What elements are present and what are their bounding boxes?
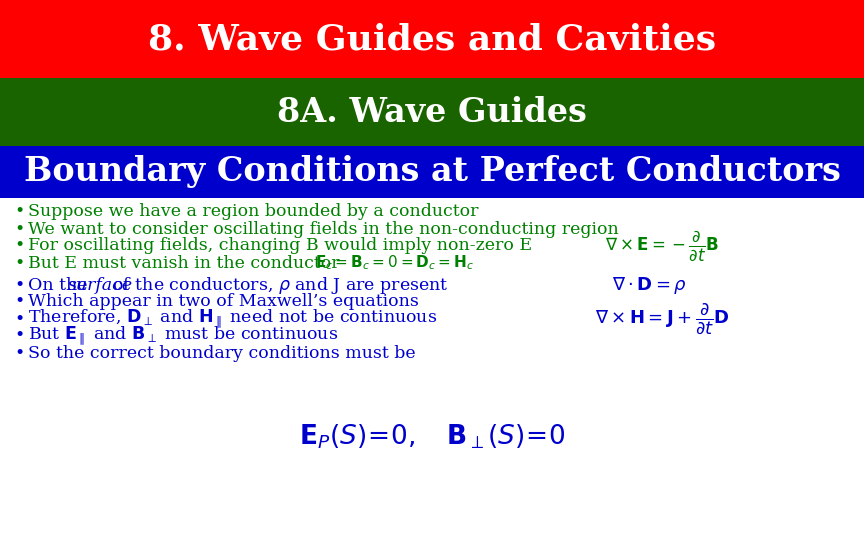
Text: $\mathbf{E}_P(S) \!=\! 0, \quad \mathbf{B}_\perp(S) \!=\! 0$: $\mathbf{E}_P(S) \!=\! 0, \quad \mathbf{… [299,422,565,451]
Text: •: • [14,254,24,272]
Text: We want to consider oscillating fields in the non-conducting region: We want to consider oscillating fields i… [28,220,619,238]
Text: Which appear in two of Maxwell’s equations: Which appear in two of Maxwell’s equatio… [28,294,419,310]
Text: Suppose we have a region bounded by a conductor: Suppose we have a region bounded by a co… [28,204,479,220]
Text: Boundary Conditions at Perfect Conductors: Boundary Conditions at Perfect Conductor… [23,156,841,188]
Text: •: • [14,204,24,220]
Text: $\nabla \times \mathbf{E} = -\dfrac{\partial}{\partial t}\mathbf{B}$: $\nabla \times \mathbf{E} = -\dfrac{\par… [605,229,720,263]
Text: of the conductors, $\rho$ and J are present: of the conductors, $\rho$ and J are pres… [107,274,448,295]
Text: •: • [14,327,24,345]
Text: •: • [14,238,24,254]
Text: Therefore, $\mathbf{D}_\perp$ and $\mathbf{H}_\parallel$ need not be continuous: Therefore, $\mathbf{D}_\perp$ and $\math… [28,308,437,330]
Text: But E must vanish in the conductor: But E must vanish in the conductor [28,254,340,272]
Text: •: • [14,294,24,310]
Text: surface: surface [68,276,133,294]
Text: $\nabla \times \mathbf{H} = \mathbf{J} + \dfrac{\partial}{\partial t}\mathbf{D}$: $\nabla \times \mathbf{H} = \mathbf{J} +… [595,301,730,336]
Text: $\mathbf{E}_c = \mathbf{B}_c = 0 = \mathbf{D}_c = \mathbf{H}_c$: $\mathbf{E}_c = \mathbf{B}_c = 0 = \math… [315,254,474,272]
Text: •: • [14,220,24,238]
Text: 8. Wave Guides and Cavities: 8. Wave Guides and Cavities [148,22,716,56]
Bar [0,78,864,146]
Text: •: • [14,310,24,327]
Text: •: • [14,276,24,294]
Text: So the correct boundary conditions must be: So the correct boundary conditions must … [28,345,416,361]
Text: But $\mathbf{E}_\parallel$ and $\mathbf{B}_\perp$ must be continuous: But $\mathbf{E}_\parallel$ and $\mathbf{… [28,325,338,347]
Text: On the: On the [28,276,93,294]
Text: 8A. Wave Guides: 8A. Wave Guides [277,96,587,129]
Text: For oscillating fields, changing B would imply non-zero E: For oscillating fields, changing B would… [28,238,532,254]
Bar [0,146,864,198]
Text: $\nabla \cdot \mathbf{D} = \rho$: $\nabla \cdot \mathbf{D} = \rho$ [612,274,687,295]
Bar [0,0,864,78]
Text: •: • [14,345,24,361]
